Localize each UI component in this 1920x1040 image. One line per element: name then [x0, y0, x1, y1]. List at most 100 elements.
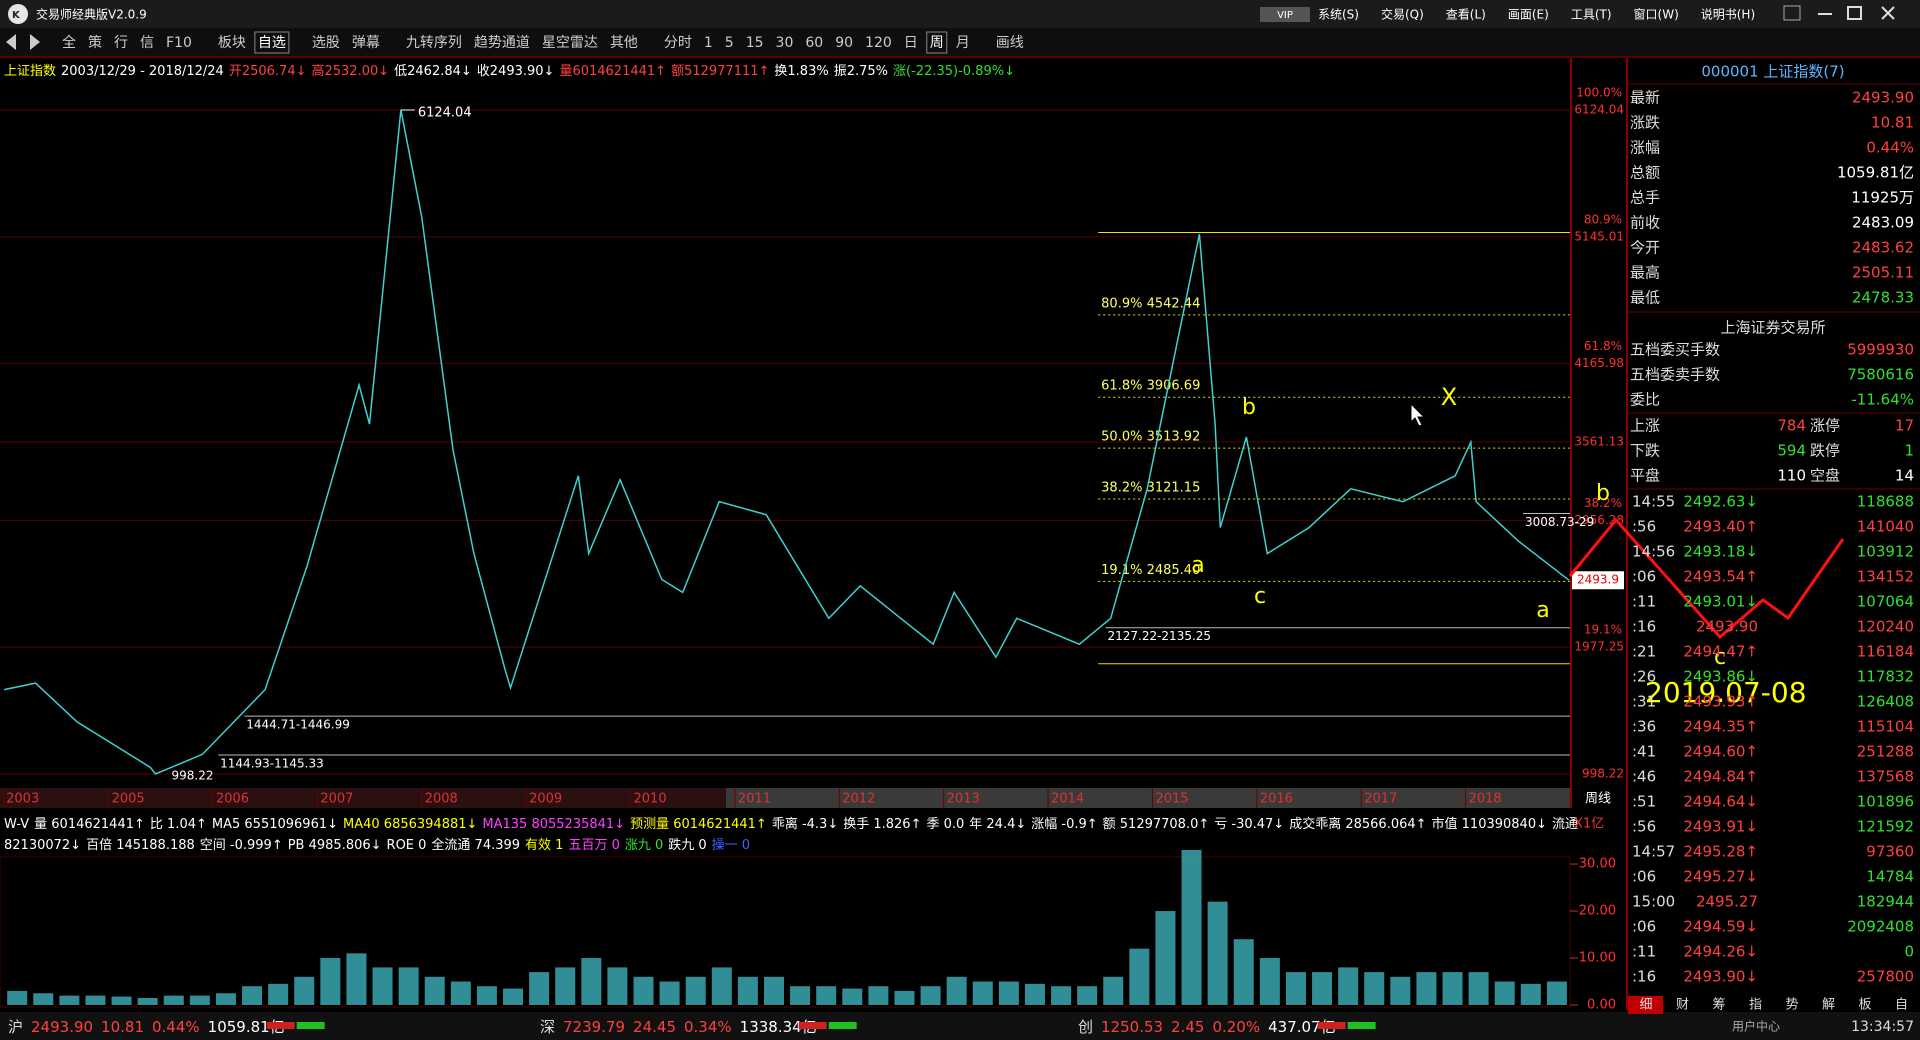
toolbar-button[interactable]: 行 — [114, 35, 128, 51]
toolbar-button[interactable]: 周 — [930, 35, 944, 51]
range-label: 2127.22-2135.25 — [1107, 629, 1211, 643]
panel-tab[interactable]: 势 — [1785, 997, 1798, 1013]
panel-tab[interactable]: 财 — [1676, 998, 1689, 1013]
tick-price: 2495.28↑ — [1683, 843, 1758, 861]
toolbar-button[interactable]: 1 — [704, 35, 713, 51]
panel-tab[interactable]: 自 — [1895, 998, 1908, 1013]
menu-item[interactable]: 系统(S) — [1318, 8, 1359, 22]
panel-tab[interactable]: 指 — [1749, 998, 1762, 1013]
tick-price: 2493.86↓ — [1683, 668, 1758, 686]
order-value: 5999930 — [1847, 341, 1914, 359]
menu-item[interactable]: 说明书(H) — [1701, 7, 1755, 22]
volume-bar — [555, 967, 576, 1005]
volume-bar — [1233, 939, 1254, 1005]
status-market: 沪 — [8, 1018, 23, 1036]
toolbar-button[interactable]: 120 — [865, 35, 892, 51]
toolbar-button[interactable]: 自选 — [258, 35, 286, 51]
maximize-button[interactable] — [1847, 6, 1862, 20]
menu-item[interactable]: 工具(T) — [1571, 8, 1612, 22]
toolbar-button[interactable]: 九转序列 — [406, 35, 462, 51]
indicator-line-item: 额 51297708.0↑ — [1103, 817, 1210, 832]
tick-time: :51 — [1632, 793, 1656, 811]
indicator-line-item: 百倍 145188.188 — [86, 838, 195, 853]
status-item: 1338.34亿 — [740, 1018, 817, 1036]
volume-bar — [33, 993, 54, 1005]
wave-annotation: X — [1441, 383, 1457, 411]
volume-bar — [1416, 972, 1437, 1005]
volume-bar — [529, 972, 550, 1005]
x-tick-label: 2017 — [1364, 792, 1397, 807]
volume-tick-label: 20.00 — [1579, 904, 1616, 919]
breadth-value: 17 — [1895, 417, 1914, 435]
toolbar-button[interactable]: 信 — [140, 35, 154, 51]
panel-tab[interactable]: 筹 — [1712, 997, 1725, 1013]
toolbar-button[interactable]: 月 — [956, 35, 970, 51]
breadth-value: 14 — [1895, 467, 1914, 485]
indicator-line-item: 涨九 0 — [625, 838, 663, 853]
toolbar-button[interactable]: F10 — [166, 35, 192, 51]
menu-item[interactable]: 画面(E) — [1508, 8, 1549, 22]
toolbar-button[interactable]: 全 — [62, 34, 76, 51]
order-value: -11.64% — [1851, 391, 1914, 409]
status-market: 创 — [1078, 1018, 1093, 1036]
toolbar-button[interactable]: 90 — [835, 35, 853, 51]
tick-volume: 97360 — [1866, 843, 1914, 861]
vip-text: VIP — [1277, 10, 1293, 21]
volume-bar — [842, 988, 863, 1005]
indicator-line: W-V 量 6014621441↑ 比 1.04↑ MA5 6551096961↓ MA… — [4, 816, 1578, 832]
toolbar-button[interactable]: 策 — [88, 34, 102, 51]
volume-unit: X1亿 — [1574, 817, 1604, 832]
tick-time: :16 — [1632, 968, 1656, 986]
toolbar-button[interactable]: 板块 — [218, 35, 246, 51]
info-line-item: 上证指数 — [4, 64, 56, 79]
info-line-item: 额512977111↑ — [671, 64, 769, 79]
vip-badge[interactable] — [1260, 7, 1310, 22]
toolbar-button[interactable]: 60 — [805, 35, 823, 51]
toolbar-button[interactable]: 弹幕 — [352, 35, 380, 51]
year-band-selected — [726, 788, 1570, 808]
close-button[interactable] — [1881, 6, 1895, 20]
indicator-line-item: ROE 0 — [387, 838, 427, 853]
app-logo — [8, 4, 28, 24]
toolbar-button[interactable]: 星空雷达 — [542, 35, 598, 51]
volume-bar — [7, 990, 28, 1005]
toolbar-button[interactable]: 趋势通道 — [474, 35, 530, 51]
volume-bar — [685, 976, 706, 1005]
toolbar-button[interactable]: 5 — [725, 35, 734, 51]
toolbar-button[interactable]: 画线 — [996, 35, 1024, 51]
axis-pct-label: 38.2% — [1584, 496, 1622, 510]
axis-price-label: 1977.25 — [1574, 640, 1624, 654]
restore-button[interactable] — [1783, 5, 1801, 21]
indicator-line-item: 成交乖离 28566.064↑ — [1289, 816, 1426, 832]
toolbar-button[interactable]: 其他 — [610, 35, 638, 51]
toolbar-button[interactable]: 30 — [776, 35, 794, 51]
toolbar-button[interactable]: 15 — [746, 35, 764, 51]
tick-price: 2495.27↓ — [1683, 868, 1758, 886]
user-center[interactable]: 用户中心 — [1732, 1019, 1780, 1034]
panel-tab[interactable]: 板 — [1858, 998, 1871, 1013]
low-label: 998.22 — [172, 769, 214, 783]
toolbar-button[interactable]: 分时 — [664, 35, 692, 51]
panel-tab[interactable]: 细 — [1639, 998, 1652, 1013]
nav-arrows[interactable] — [6, 34, 40, 50]
menu-item[interactable]: 查看(L) — [1446, 8, 1486, 22]
toolbar-button[interactable]: 日 — [904, 35, 918, 51]
range-label: 3008.73-29 — [1525, 515, 1594, 529]
volume-bar — [268, 983, 289, 1005]
quote-value: 0.44% — [1866, 139, 1914, 157]
window-title: 交易师经典版V2.0.9 — [36, 7, 147, 22]
menu-item[interactable]: 交易(Q) — [1381, 7, 1424, 22]
volume-bar — [503, 988, 524, 1005]
x-tick-label: 2003 — [6, 792, 39, 807]
quote-value: 2483.09 — [1852, 214, 1914, 232]
tick-volume: 101896 — [1857, 793, 1914, 811]
quote-label: 最低 — [1630, 289, 1660, 307]
range-label: 1144.93-1145.33 — [220, 756, 324, 770]
tick-volume: 0 — [1904, 943, 1914, 961]
axis-pct-label: 80.9% — [1584, 212, 1622, 226]
toolbar-button[interactable]: 选股 — [312, 35, 340, 51]
volume-bar — [1259, 958, 1280, 1005]
menu-item[interactable]: 窗口(W) — [1634, 8, 1679, 22]
panel-tab[interactable]: 解 — [1822, 998, 1835, 1013]
